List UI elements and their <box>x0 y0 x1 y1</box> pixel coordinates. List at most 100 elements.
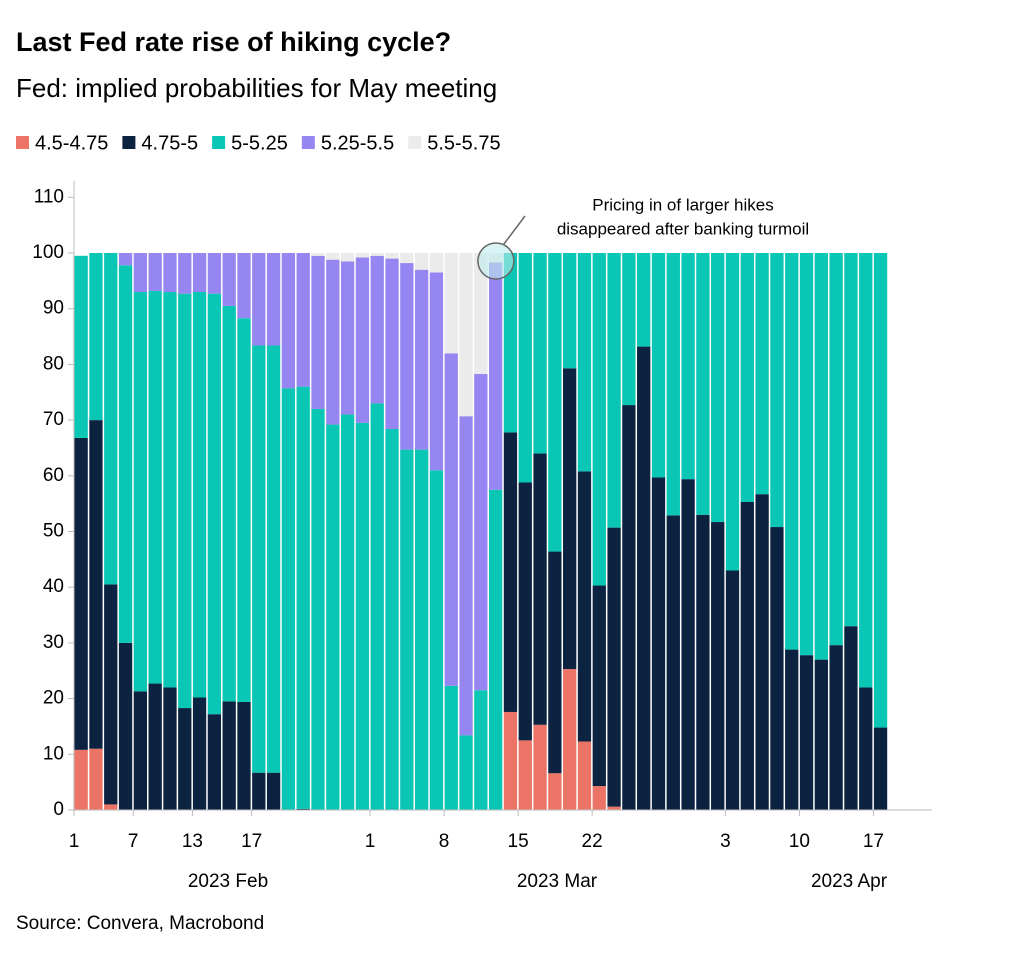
bar-segment <box>237 318 251 702</box>
bar-segment <box>873 727 888 810</box>
bar-segment <box>311 408 325 810</box>
bar-segment <box>503 253 518 433</box>
bar-segment <box>252 345 266 773</box>
bar-segment <box>178 253 192 294</box>
legend-swatch <box>122 136 136 149</box>
legend-swatch <box>212 136 226 149</box>
bar-segment <box>799 253 814 656</box>
bar-segment <box>222 305 236 702</box>
bar-segment <box>178 293 192 709</box>
bar-segment <box>266 253 281 346</box>
bar-segment <box>74 749 88 810</box>
x-group-label: 2023 Apr <box>811 871 888 892</box>
bar-segment <box>148 290 162 684</box>
bar-segment <box>326 259 340 425</box>
bar-segment <box>577 253 592 472</box>
bar-segment <box>459 735 473 810</box>
y-tick-label: 30 <box>43 632 64 653</box>
bar-segment <box>192 253 207 292</box>
bar-segment <box>385 258 399 430</box>
bar-segment <box>444 353 458 686</box>
bar-segment <box>666 253 680 516</box>
x-tick-label: 22 <box>582 831 603 852</box>
bar-segment <box>681 479 695 810</box>
bar-segment <box>459 253 473 417</box>
bar-segment <box>725 570 740 810</box>
bar-segment <box>104 584 118 805</box>
bar-segment <box>370 253 384 256</box>
x-tick-label: 1 <box>69 831 80 852</box>
bar-segment <box>740 253 754 502</box>
x-tick-label: 10 <box>789 831 810 852</box>
bar-segment <box>489 262 503 490</box>
bar-segment <box>355 422 370 810</box>
bar-segment <box>340 261 355 415</box>
bar-segment <box>873 253 888 728</box>
bar-segment <box>340 253 355 262</box>
bar-segment <box>414 449 429 810</box>
bar-segment <box>785 649 799 810</box>
bar-segment <box>163 253 177 292</box>
bar-segment <box>799 655 814 810</box>
bar-segment <box>651 477 666 810</box>
bar-segment <box>281 388 296 810</box>
x-tick-label: 3 <box>720 831 731 852</box>
x-tick-label: 8 <box>439 831 450 852</box>
bar-segment <box>444 253 458 354</box>
bar-segment <box>104 804 118 810</box>
bar-segment <box>252 772 266 810</box>
bar-segment <box>755 253 769 495</box>
bar-segment <box>563 253 577 369</box>
bar-segment <box>711 253 725 523</box>
bar-segment <box>563 368 577 670</box>
bar-segment <box>118 253 133 266</box>
legend-label: 5.5-5.75 <box>427 132 500 154</box>
bar-segment <box>400 449 414 810</box>
bar-segment <box>207 293 222 715</box>
bar-segment <box>414 253 429 270</box>
bar-segment <box>148 253 162 291</box>
bar-segment <box>266 345 281 773</box>
bar-segment <box>489 489 503 810</box>
y-tick-label: 80 <box>43 353 64 374</box>
x-tick-label: 13 <box>182 831 203 852</box>
bar-segment <box>503 432 518 712</box>
bar-segment <box>770 253 784 528</box>
bar-segment <box>311 255 325 409</box>
bar-segment <box>814 659 828 810</box>
bar-segment <box>696 514 710 810</box>
bar-segment <box>281 253 296 389</box>
bar-segment <box>385 253 399 259</box>
y-tick-label: 10 <box>43 743 64 764</box>
y-tick-label: 90 <box>43 298 64 319</box>
legend-swatch <box>408 136 422 149</box>
bar-segment <box>74 437 88 750</box>
y-tick-label: 0 <box>53 799 64 820</box>
bar-segment <box>533 724 547 810</box>
bar-segment <box>296 808 310 810</box>
y-tick-label: 50 <box>43 521 64 542</box>
bar-segment <box>785 253 799 650</box>
bar-segment <box>755 494 769 810</box>
bar-segment <box>770 527 784 810</box>
bar-segment <box>592 253 606 586</box>
bar-segment <box>518 740 532 810</box>
x-tick-label: 7 <box>128 831 139 852</box>
bar-segment <box>118 642 133 810</box>
bar-segment <box>207 714 222 810</box>
legend-label: 4.5-4.75 <box>35 132 108 154</box>
y-tick-label: 100 <box>32 242 64 263</box>
bar-segment <box>607 253 621 528</box>
bar-segment <box>192 291 207 698</box>
bar-segment <box>651 253 666 478</box>
bar-segment <box>133 691 148 810</box>
bar-segment <box>459 416 473 736</box>
bar-segment <box>414 269 429 450</box>
bar-segment <box>400 263 414 450</box>
bar-segment <box>163 291 177 688</box>
bar-segment <box>326 253 340 260</box>
bar-segment <box>148 683 162 810</box>
bar-segment <box>133 253 148 292</box>
bar-segment <box>89 748 103 810</box>
y-tick-label: 20 <box>43 688 64 709</box>
